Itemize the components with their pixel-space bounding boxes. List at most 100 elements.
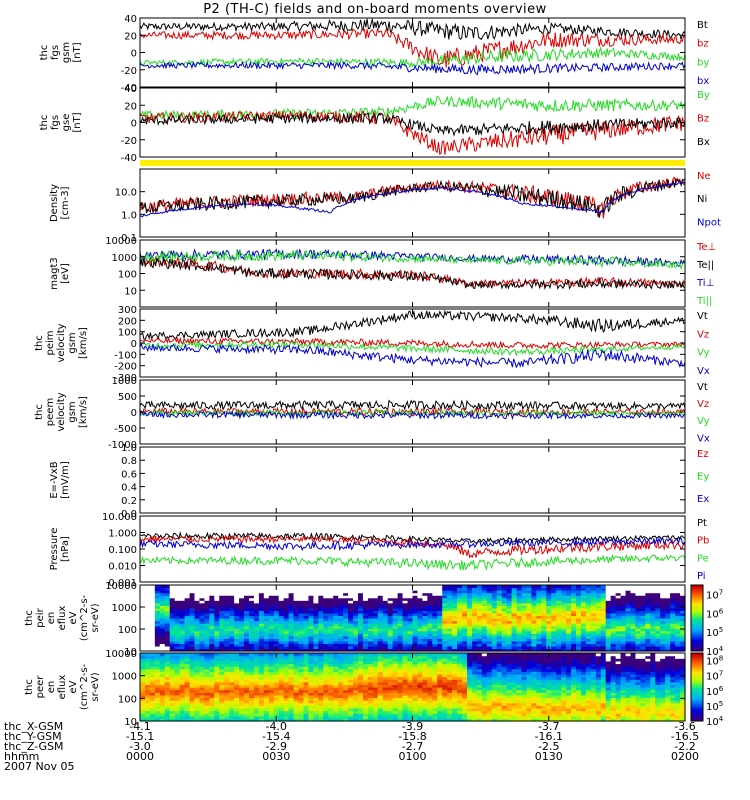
heatmap-cell	[645, 638, 651, 642]
heatmap-cell	[199, 625, 205, 629]
heatmap-cell	[392, 676, 399, 680]
y-axis-label: thc	[39, 45, 50, 61]
heatmap-cell	[590, 585, 597, 589]
heatmap-cell	[308, 660, 314, 665]
heatmap-cell	[353, 689, 359, 693]
heatmap-cell	[140, 615, 146, 619]
heatmap-cell	[551, 628, 557, 632]
heatmap-cell	[199, 673, 205, 678]
heatmap-cell	[640, 610, 646, 614]
heatmap-cell	[263, 692, 270, 696]
heatmap-cell	[268, 643, 275, 647]
heatmap-cell	[481, 640, 488, 644]
heatmap-cell	[159, 602, 166, 606]
heatmap-cell	[179, 612, 186, 617]
heatmap-cell	[432, 600, 438, 604]
heatmap-cell	[432, 592, 438, 596]
heatmap-cell	[214, 612, 220, 617]
heatmap-cell	[566, 620, 572, 624]
heatmap-cell	[149, 597, 156, 601]
heatmap-cell	[303, 718, 310, 722]
heatmap-cell	[397, 697, 404, 701]
heatmap-cell	[140, 633, 146, 637]
heatmap-cell	[308, 620, 314, 624]
heatmap-cell	[328, 673, 334, 678]
heatmap-cell	[333, 671, 339, 675]
heatmap-cell	[293, 697, 300, 701]
heatmap-cell	[546, 597, 552, 601]
heatmap-cell	[422, 645, 428, 650]
heatmap-cell	[546, 610, 552, 614]
heatmap-cell	[273, 643, 280, 647]
heatmap-cell	[263, 679, 270, 683]
heatmap-cell	[358, 640, 364, 644]
heatmap-cell	[273, 640, 280, 644]
heatmap-cell	[313, 612, 319, 617]
heatmap-cell	[397, 666, 404, 670]
heatmap-cell	[288, 715, 295, 719]
heatmap-cell	[640, 585, 646, 589]
heatmap-cell	[239, 679, 245, 683]
heatmap-cell	[189, 673, 196, 678]
heatmap-cell	[516, 618, 523, 622]
heatmap-cell	[303, 643, 310, 647]
heatmap-cell	[392, 694, 399, 699]
heatmap-cell	[467, 605, 473, 609]
heatmap-cell	[174, 673, 181, 678]
heatmap-cell	[491, 620, 498, 624]
heatmap-cell	[278, 655, 285, 659]
heatmap-cell	[392, 679, 399, 683]
heatmap-cell	[447, 625, 453, 629]
heatmap-cell	[249, 635, 255, 639]
heatmap-cell	[159, 623, 166, 627]
heatmap-cell	[556, 605, 562, 609]
heatmap-cell	[452, 615, 458, 619]
heatmap-cell	[333, 681, 339, 685]
heatmap-cell	[278, 658, 285, 662]
heatmap-cell	[536, 625, 542, 629]
heatmap-cell	[239, 707, 245, 712]
heatmap-cell	[432, 602, 438, 606]
heatmap-cell	[214, 630, 220, 634]
heatmap-cell	[452, 681, 458, 685]
heatmap-cell	[224, 587, 230, 591]
heatmap-cell	[293, 700, 300, 704]
heatmap-cell	[625, 615, 632, 619]
heatmap-cell	[377, 692, 384, 696]
heatmap-cell	[600, 612, 607, 617]
heatmap-cell	[447, 681, 453, 685]
heatmap-cell	[536, 592, 542, 596]
heatmap-cell	[640, 587, 646, 591]
heatmap-cell	[407, 597, 414, 601]
heatmap-cell	[362, 679, 369, 683]
heatmap-cell	[432, 655, 438, 659]
heatmap-cell	[422, 612, 428, 617]
heatmap-cell	[204, 666, 210, 670]
heatmap-cell	[531, 585, 537, 589]
heatmap-cell	[328, 655, 334, 659]
heatmap-cell	[665, 645, 671, 650]
heatmap-cell	[298, 687, 305, 691]
heatmap-cell	[467, 625, 473, 629]
heatmap-cell	[506, 633, 513, 637]
heatmap-cell	[194, 663, 201, 667]
heatmap-cell	[442, 668, 448, 672]
heatmap-cell	[239, 658, 245, 662]
heatmap-cell	[209, 610, 215, 614]
heatmap-cell	[610, 638, 617, 642]
heatmap-cell	[244, 692, 250, 696]
heatmap-cell	[189, 618, 196, 622]
heatmap-cell	[427, 653, 433, 657]
heatmap-cell	[447, 700, 453, 704]
heatmap-cell	[457, 679, 463, 683]
heatmap-cell	[605, 633, 612, 637]
heatmap-cell	[412, 620, 419, 624]
heatmap-cell	[194, 653, 201, 657]
heatmap-cell	[481, 585, 488, 589]
heatmap-cell	[214, 635, 220, 639]
heatmap-cell	[585, 595, 592, 599]
heatmap-cell	[372, 663, 379, 667]
heatmap-cell	[392, 628, 399, 632]
heatmap-cell	[467, 635, 473, 639]
heatmap-cell	[343, 679, 349, 683]
